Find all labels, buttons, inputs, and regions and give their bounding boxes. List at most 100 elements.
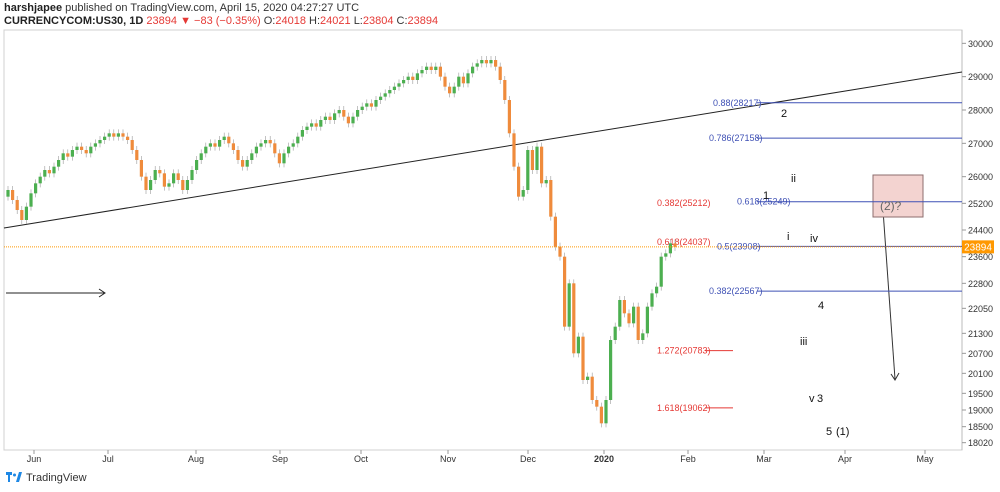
candle	[429, 62, 433, 74]
x-tick: Feb	[680, 450, 696, 464]
fib-level[interactable]: 0.382(22567)	[709, 286, 962, 296]
candle	[517, 162, 521, 201]
candle	[392, 82, 396, 94]
y-tick: 25200	[962, 199, 993, 209]
candle	[466, 69, 470, 88]
candle	[162, 169, 166, 191]
wave-label: (2)?	[880, 199, 902, 213]
candle	[369, 99, 373, 111]
fib-level[interactable]: 0.618(25249)	[737, 197, 962, 207]
candle	[305, 122, 309, 134]
candle	[208, 139, 212, 151]
candle	[668, 239, 672, 258]
candle	[365, 99, 369, 111]
candle	[300, 126, 304, 141]
candle	[116, 129, 120, 141]
symbol-label: CURRENCYCOM:US30, 1D	[4, 15, 144, 27]
fib-level[interactable]: 1.272(20783)	[657, 346, 733, 356]
fib-level[interactable]: 0.618(24037)	[657, 237, 711, 247]
candle	[98, 136, 102, 148]
fib-level[interactable]: 0.5(23908)	[717, 241, 962, 251]
y-tick-label: 20100	[968, 369, 993, 379]
last-price: 23894	[146, 15, 178, 27]
fib-level[interactable]: 0.88(28217)	[713, 98, 962, 108]
candle	[434, 62, 438, 74]
candle	[291, 139, 295, 151]
target-zone-box[interactable]	[872, 174, 924, 218]
price-chart[interactable]: 0.88(28217) 0.786(27158) 0.618(25249) 0.5(2…	[0, 0, 1000, 470]
candle	[84, 146, 88, 158]
y-tick: 19000	[962, 406, 993, 416]
y-tick-label: 18500	[968, 422, 993, 432]
high-label: H:	[309, 15, 321, 27]
candle	[264, 136, 268, 148]
fib-level[interactable]: 1.618(19062)	[657, 403, 733, 413]
candle	[374, 96, 378, 111]
candle	[636, 302, 640, 344]
x-tick: Mar	[756, 450, 772, 464]
candle	[627, 309, 631, 328]
candle	[443, 72, 447, 91]
candle	[526, 146, 530, 194]
candle	[530, 146, 534, 174]
candle	[576, 332, 580, 358]
y-tick: 26000	[962, 172, 993, 182]
publish-date: published on TradingView.com, April 15, …	[65, 2, 360, 14]
candle	[452, 82, 456, 98]
y-tick: 27000	[962, 139, 993, 149]
y-tick-label: 28000	[968, 106, 993, 116]
candle	[61, 149, 65, 164]
candle	[645, 302, 649, 338]
candle	[402, 76, 406, 88]
candle	[540, 142, 544, 188]
candle	[277, 149, 281, 168]
candle	[337, 106, 341, 118]
close-label: C:	[396, 15, 408, 27]
candle	[512, 129, 516, 171]
candle	[641, 329, 645, 344]
candle	[43, 166, 47, 181]
y-tick: 24400	[962, 226, 993, 236]
x-tick-label: Oct	[354, 454, 369, 464]
y-tick: 20700	[962, 349, 993, 359]
candle	[6, 186, 10, 201]
open-value: 24018	[275, 15, 306, 27]
candle	[480, 56, 484, 68]
publish-info: harshjapee published on TradingView.com,…	[4, 2, 359, 14]
x-tick: Oct	[354, 450, 369, 464]
open-label: O:	[263, 15, 276, 27]
y-tick-label: 21300	[968, 329, 993, 339]
tradingview-logo[interactable]: TradingView	[6, 472, 87, 484]
y-tick: 22050	[962, 304, 993, 314]
ohlc-legend: CURRENCYCOM:US30, 1D 23894 ▼ −83 (−0.35%…	[4, 15, 438, 27]
x-tick-label: Mar	[756, 454, 772, 464]
fib-level[interactable]: 0.786(27158)	[709, 133, 962, 143]
candle	[236, 146, 240, 164]
y-tick: 23600	[962, 252, 993, 262]
candle	[586, 372, 590, 384]
candle	[241, 156, 245, 171]
candle	[484, 56, 488, 68]
candle	[503, 76, 507, 104]
y-tick: 22800	[962, 279, 993, 289]
candle	[471, 62, 475, 78]
candle	[604, 396, 608, 428]
candle	[126, 132, 130, 144]
candle	[121, 129, 125, 141]
candle	[521, 186, 525, 201]
candle	[379, 92, 383, 104]
candle	[333, 109, 337, 124]
x-tick: Apr	[838, 450, 852, 464]
candle	[420, 66, 424, 78]
candle	[218, 136, 222, 151]
fib-level[interactable]: 0.382(25212)	[657, 198, 711, 208]
x-tick-label: 2020	[594, 454, 614, 464]
candle	[590, 372, 594, 404]
y-tick: 18500	[962, 422, 993, 432]
candle	[507, 96, 511, 138]
candle	[29, 189, 33, 211]
candle	[227, 132, 231, 148]
price-change: ▼ −83 (−0.35%)	[180, 15, 261, 27]
candle	[342, 106, 346, 121]
trendline[interactable]	[3, 71, 963, 229]
